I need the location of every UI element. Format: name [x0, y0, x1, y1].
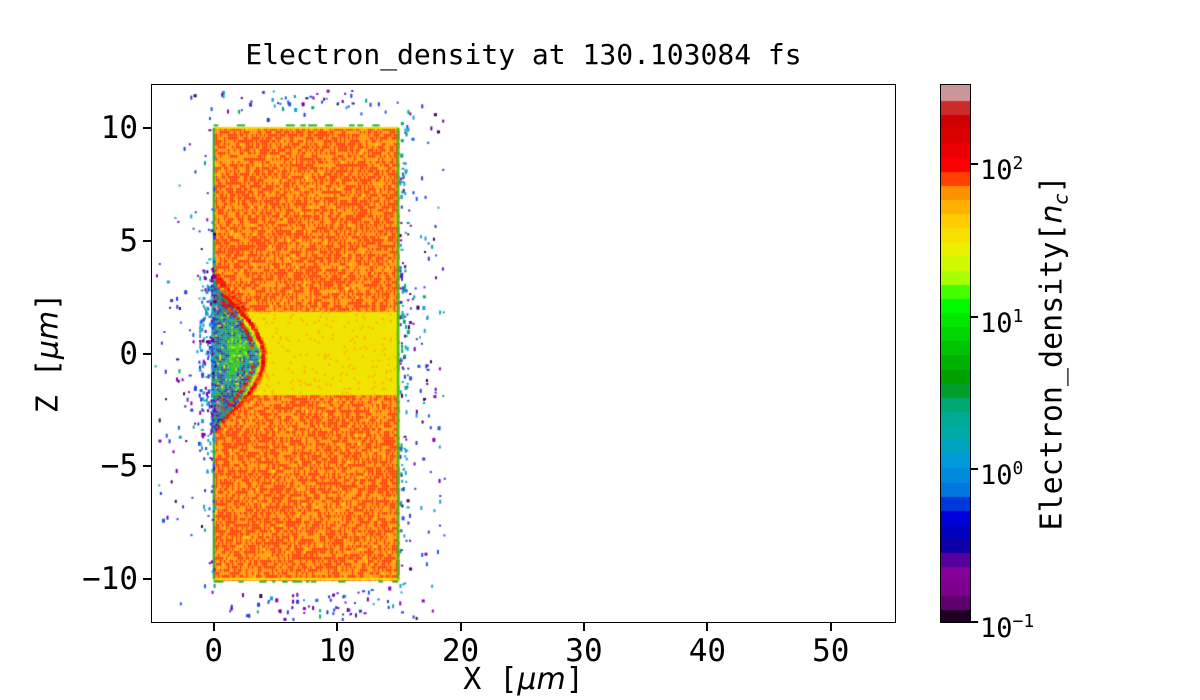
- y-tick-label: 10: [100, 109, 138, 146]
- x-tick-label: 40: [688, 633, 727, 669]
- colorbar-label: Electron_density[nc]: [1034, 175, 1073, 531]
- x-tick-label: 30: [565, 633, 603, 669]
- colorbar-tick-mark: [970, 621, 978, 623]
- colorbar-tick-mark: [970, 163, 978, 166]
- x-tick-mark: [336, 622, 339, 631]
- x-tick-label: 50: [812, 633, 850, 669]
- x-tick-label: 20: [441, 633, 480, 669]
- y-tick-label: 5: [119, 222, 138, 259]
- y-tick-mark: [143, 239, 152, 242]
- x-tick-mark: [459, 622, 462, 631]
- y-tick-mark: [143, 352, 152, 355]
- x-tick-label: 10: [318, 633, 356, 669]
- colorbar-tick-mark: [970, 468, 978, 471]
- colorbar-tick-label: 100: [980, 458, 1024, 492]
- chart-title: Electron_density at 130.103084 fs: [245, 38, 802, 71]
- y-tick-label: −5: [100, 448, 138, 485]
- colorbar-canvas: [940, 84, 970, 622]
- y-tick-mark: [143, 126, 152, 129]
- x-tick-mark: [829, 622, 832, 631]
- colorbar-tick-label: 102: [980, 153, 1024, 187]
- heatmap-canvas: [151, 84, 895, 622]
- x-tick-mark: [212, 622, 215, 631]
- plot-area: [150, 83, 896, 623]
- colorbar-tick-label: 101: [980, 305, 1024, 339]
- x-tick-mark: [706, 622, 709, 631]
- y-tick-label: −10: [82, 561, 138, 598]
- x-tick-label: 0: [204, 633, 224, 669]
- colorbar-tick-mark: [970, 315, 978, 318]
- y-tick-mark: [143, 578, 152, 581]
- colorbar: [939, 83, 971, 623]
- x-axis-label: X [μm]: [463, 662, 584, 697]
- y-tick-mark: [143, 465, 152, 468]
- y-tick-label: 0: [119, 335, 138, 372]
- x-tick-mark: [582, 622, 585, 631]
- colorbar-tick-label: 10−1: [980, 611, 1035, 644]
